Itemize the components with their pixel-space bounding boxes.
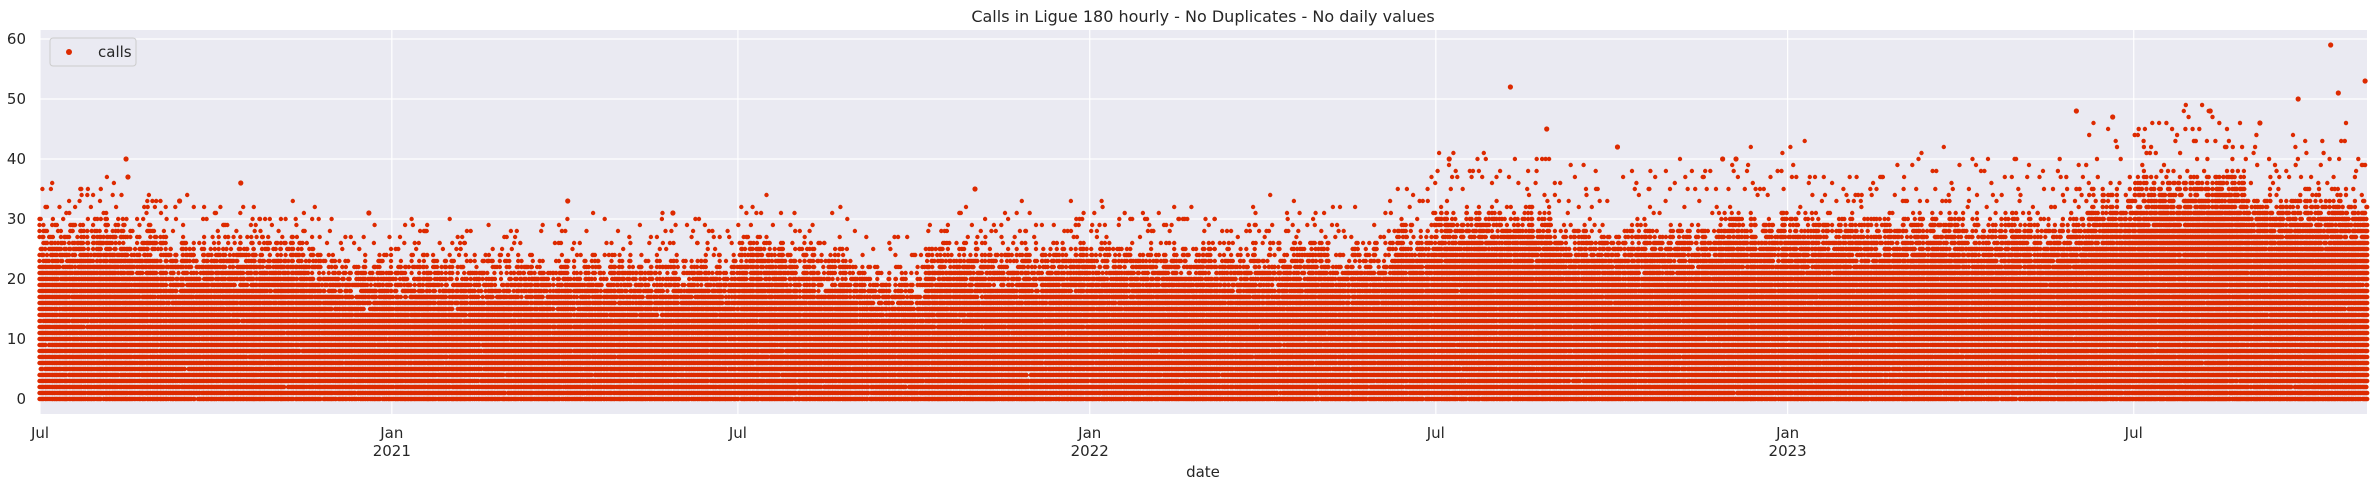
calls-point	[238, 180, 244, 186]
x-axis-label: date	[1186, 463, 1220, 481]
legend[interactable]: calls	[49, 37, 137, 67]
calls-point	[670, 210, 676, 216]
x-tick-label: Jan	[379, 424, 403, 442]
y-tick-label: 30	[7, 210, 26, 228]
calls-point	[1446, 156, 1452, 162]
legend-marker	[66, 49, 72, 55]
x-tick-label: Jul	[2124, 424, 2143, 442]
calls-point	[123, 156, 129, 162]
calls-point	[2207, 108, 2213, 114]
y-tick-label: 40	[7, 150, 26, 168]
calls-point	[1507, 84, 1513, 90]
calls-point	[1614, 144, 1621, 150]
calls-point	[366, 210, 372, 216]
chart-title: Calls in Ligue 180 hourly - No Duplicate…	[971, 7, 1434, 26]
x-tick-label: Jul	[1426, 424, 1445, 442]
calls-point	[2110, 114, 2116, 120]
y-tick-label: 10	[7, 330, 26, 348]
y-axis: 0 10 20 30 40 50 60	[7, 30, 26, 408]
calls-point	[2335, 90, 2341, 96]
y-tick-label: 20	[7, 270, 26, 288]
calls-point	[972, 186, 978, 192]
calls-point	[2295, 96, 2301, 102]
calls-point	[565, 198, 571, 204]
calls-point	[1544, 126, 1550, 132]
calls-point	[1720, 156, 1726, 162]
x-tick-label: Jul	[30, 424, 49, 442]
calls-point	[1733, 156, 1739, 162]
legend-label-calls: calls	[98, 43, 132, 61]
y-tick-label: 60	[7, 30, 26, 48]
y-tick-label: 50	[7, 90, 26, 108]
calls-dense-points	[37, 102, 2370, 402]
calls-point	[2328, 42, 2334, 48]
x-tick-label: Jan	[1077, 424, 1101, 442]
calls-series	[37, 42, 2370, 402]
x-tick-label: Jul	[728, 424, 747, 442]
x-tick-year-label: 2021	[373, 442, 411, 460]
calls-point	[2257, 120, 2263, 126]
calls-point	[176, 198, 183, 204]
calls-point	[2073, 108, 2079, 114]
x-tick-year-label: 2023	[1769, 442, 1807, 460]
x-tick-label: Jan	[1775, 424, 1799, 442]
calls-point	[2362, 78, 2368, 84]
calls-point	[125, 174, 131, 180]
y-tick-label: 0	[16, 390, 26, 408]
legend-box	[49, 37, 137, 67]
x-tick-year-label: 2022	[1071, 442, 1109, 460]
